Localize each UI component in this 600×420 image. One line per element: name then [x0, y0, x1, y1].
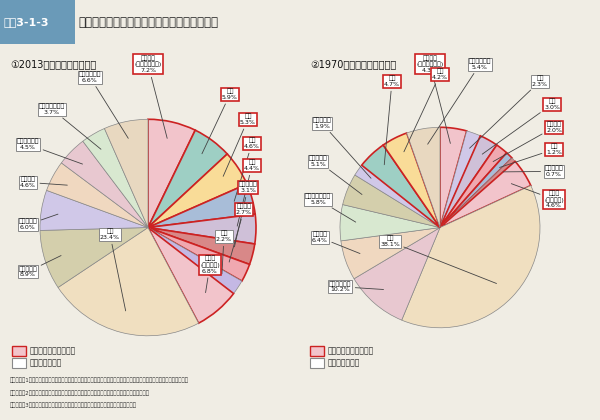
Text: 教育
4.4%: 教育 4.4%: [237, 160, 260, 226]
Text: 教養娯楽
4.6%: 教養娯楽 4.6%: [20, 177, 67, 188]
Wedge shape: [148, 184, 255, 228]
Bar: [310, 358, 324, 368]
Wedge shape: [148, 154, 247, 228]
Text: は、対財支出。: は、対財支出。: [30, 358, 62, 368]
Wedge shape: [148, 228, 250, 281]
Wedge shape: [40, 190, 148, 231]
Wedge shape: [148, 214, 256, 244]
Text: 2．「その他（サービス）」とは、家具・家事用品、被服及び履物、雑雑費の合計。: 2．「その他（サービス）」とは、家具・家事用品、被服及び履物、雑雑費の合計。: [10, 390, 150, 396]
Wedge shape: [40, 228, 148, 287]
Wedge shape: [440, 136, 497, 228]
Text: 交通
2.3%: 交通 2.3%: [470, 76, 548, 148]
Text: 自動車関係
1.9%: 自動車関係 1.9%: [313, 118, 371, 178]
Text: 教育
3.0%: 教育 3.0%: [482, 99, 560, 154]
Text: 食料
23.4%: 食料 23.4%: [100, 229, 125, 311]
Wedge shape: [58, 228, 199, 336]
Text: 教養娯楽
(旅行、月謝等)
7.2%: 教養娯楽 (旅行、月謝等) 7.2%: [134, 55, 167, 138]
Text: 家具・家事用品
3.7%: 家具・家事用品 3.7%: [39, 104, 101, 149]
Text: 教養娯楽
6.4%: 教養娯楽 6.4%: [312, 232, 360, 254]
Wedge shape: [440, 131, 481, 228]
Text: 家具・家事用品
5.8%: 家具・家事用品 5.8%: [305, 194, 356, 222]
Text: 外食
4.2%: 外食 4.2%: [404, 68, 448, 152]
Wedge shape: [47, 163, 148, 228]
Wedge shape: [61, 141, 148, 228]
Text: 図表3-1-3: 図表3-1-3: [3, 17, 49, 27]
Text: は、対サービス支出。: は、対サービス支出。: [328, 346, 374, 355]
Wedge shape: [355, 165, 440, 228]
Wedge shape: [341, 228, 440, 279]
Text: は、対サービス支出。: は、対サービス支出。: [30, 346, 76, 355]
Text: 保健医療
2.0%: 保健医療 2.0%: [493, 122, 562, 162]
Wedge shape: [407, 127, 440, 228]
Text: 家計の消費支出はモノからサービスへシフト: 家計の消費支出はモノからサービスへシフト: [78, 16, 218, 29]
Wedge shape: [362, 145, 440, 228]
Text: 通信
1.2%: 通信 1.2%: [500, 144, 562, 168]
Bar: [12, 346, 26, 356]
Wedge shape: [440, 145, 506, 228]
Text: 教養娯楽
(旅行、月謝等)
4.3%: 教養娯楽 (旅行、月謝等) 4.3%: [416, 55, 451, 143]
Wedge shape: [440, 127, 467, 228]
Wedge shape: [148, 130, 227, 228]
Wedge shape: [148, 228, 233, 323]
Text: その他（財）
5.4%: その他（財） 5.4%: [428, 58, 491, 144]
Text: 住居
4.7%: 住居 4.7%: [384, 76, 400, 165]
Text: その他
(サービス)
4.6%: その他 (サービス) 4.6%: [511, 184, 564, 208]
Text: （備考）　1．総務省「家計調査」により作成。二人以上の世帯（農林漁家世帯を除く。）の一世帯当たり支出の構成比。: （備考） 1．総務省「家計調査」により作成。二人以上の世帯（農林漁家世帯を除く。…: [10, 378, 189, 383]
Wedge shape: [148, 119, 195, 228]
Text: 被服及び履物
4.5%: 被服及び履物 4.5%: [17, 139, 83, 164]
Text: その他（財）
6.6%: その他（財） 6.6%: [79, 71, 128, 138]
Text: 光熱・水道
5.1%: 光熱・水道 5.1%: [308, 156, 362, 194]
Wedge shape: [354, 228, 440, 320]
Text: 交通
2.2%: 交通 2.2%: [216, 231, 232, 274]
Text: 外食
5.3%: 外食 5.3%: [223, 113, 256, 176]
Text: 自動車関係
6.0%: 自動車関係 6.0%: [19, 214, 58, 230]
Text: 自動車関係
3.1%: 自動車関係 3.1%: [235, 182, 257, 247]
Text: ①2013年・二人以上の世帯: ①2013年・二人以上の世帯: [10, 59, 96, 69]
Text: 被服及び履物
10.2%: 被服及び履物 10.2%: [329, 281, 383, 292]
Text: その他
(サービス)
6.8%: その他 (サービス) 6.8%: [200, 256, 220, 293]
Wedge shape: [343, 175, 440, 228]
Wedge shape: [340, 205, 440, 241]
Wedge shape: [440, 158, 515, 228]
Wedge shape: [440, 153, 512, 228]
Bar: [12, 358, 26, 368]
Wedge shape: [104, 119, 148, 228]
Wedge shape: [440, 161, 531, 228]
Wedge shape: [148, 228, 255, 265]
Text: 食料
38.1%: 食料 38.1%: [380, 236, 497, 284]
Text: 3．「その他（財）」とは、住居、保健医療、通信、教育、雑雑費の合計。: 3．「その他（財）」とは、住居、保健医療、通信、教育、雑雑費の合計。: [10, 402, 137, 407]
Wedge shape: [148, 228, 242, 294]
Bar: [310, 346, 324, 356]
Wedge shape: [401, 186, 540, 328]
Text: 自動車関係
0.7%: 自動車関係 0.7%: [503, 166, 563, 177]
Text: 光熱・水道
8.9%: 光熱・水道 8.9%: [19, 255, 61, 277]
Text: 保健医療
2.7%: 保健医療 2.7%: [229, 204, 252, 262]
Text: は、対財支出。: は、対財支出。: [328, 358, 361, 368]
Bar: [0, 0, 75, 44]
Text: 通信
4.6%: 通信 4.6%: [234, 138, 260, 201]
Wedge shape: [383, 133, 440, 228]
Wedge shape: [83, 129, 148, 228]
Text: 住居
5.9%: 住居 5.9%: [202, 89, 238, 154]
Text: ②1970年・二人以上の世帯: ②1970年・二人以上の世帯: [310, 59, 396, 69]
